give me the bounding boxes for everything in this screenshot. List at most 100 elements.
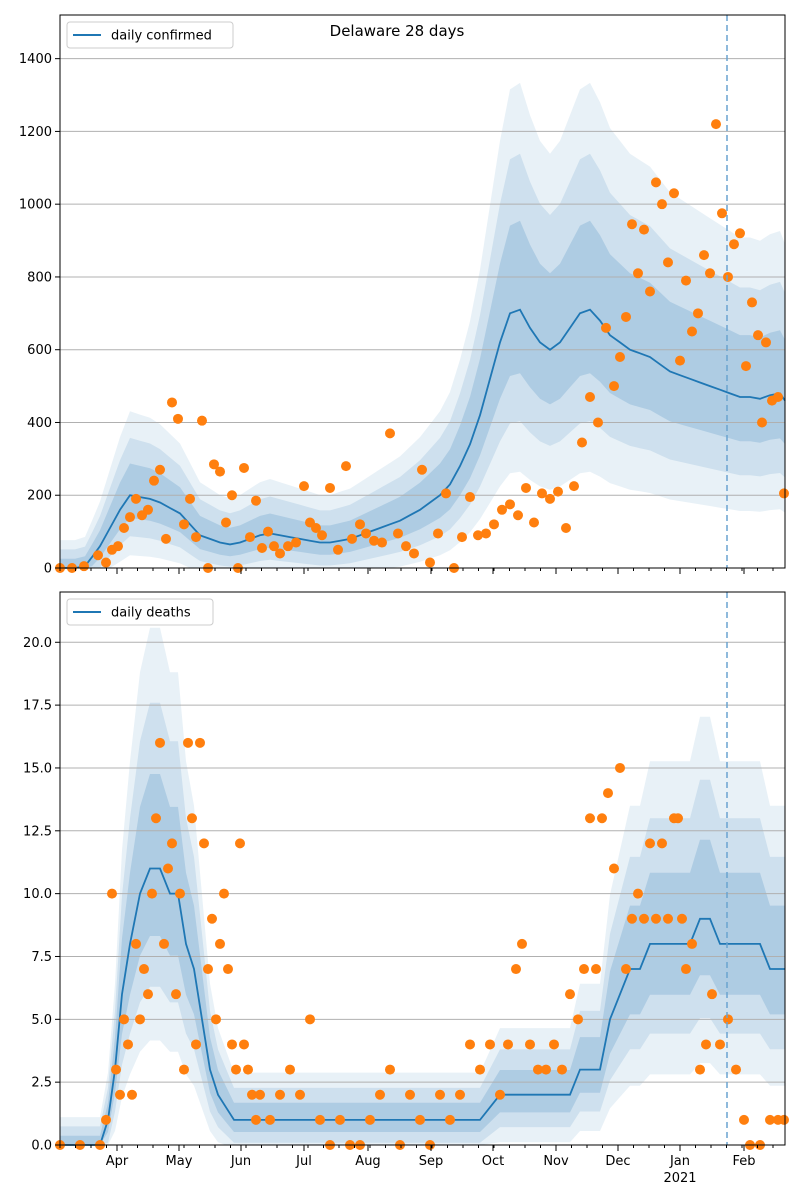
y-tick-label: 20.0: [23, 636, 52, 651]
observed-point: [425, 557, 435, 568]
observed-point: [663, 257, 673, 268]
x-tick-label: Jan: [669, 1154, 690, 1169]
observed-point: [663, 913, 673, 924]
observed-point: [677, 913, 687, 924]
observed-point: [335, 1114, 345, 1125]
observed-point: [645, 286, 655, 297]
observed-point: [135, 1014, 145, 1025]
observed-point: [155, 737, 165, 748]
observed-point: [251, 1114, 261, 1125]
observed-point: [299, 481, 309, 492]
y-tick-label: 200: [27, 489, 52, 504]
observed-point: [215, 466, 225, 477]
observed-point: [557, 1064, 567, 1075]
observed-point: [275, 1089, 285, 1100]
deaths-observed-points: [55, 737, 789, 1150]
deaths-y-axis: 0.0 2.5 5.0 7.5 10.0 12.5 15.0 17.5 20.0: [23, 636, 60, 1154]
observed-point: [221, 517, 231, 528]
x-tick-label: Apr: [106, 1154, 129, 1169]
observed-point: [115, 1089, 125, 1100]
observed-point: [627, 913, 637, 924]
observed-point: [717, 208, 727, 219]
observed-point: [445, 1114, 455, 1125]
observed-point: [235, 838, 245, 849]
observed-point: [723, 1014, 733, 1025]
chart-title: Delaware 28 days: [330, 22, 465, 40]
observed-point: [525, 1039, 535, 1050]
observed-point: [79, 561, 89, 572]
observed-point: [101, 557, 111, 568]
observed-point: [227, 1039, 237, 1050]
observed-point: [275, 548, 285, 559]
observed-point: [747, 297, 757, 308]
observed-point: [175, 888, 185, 899]
observed-point: [375, 1089, 385, 1100]
observed-point: [147, 888, 157, 899]
y-tick-label: 10.0: [23, 887, 52, 902]
uncertainty-band: [60, 153, 785, 568]
y-tick-label: 400: [27, 416, 52, 431]
trend-line: [60, 867, 785, 1146]
y-tick-label: 7.5: [31, 950, 52, 965]
observed-point: [385, 428, 395, 439]
confirmed-legend-label: daily confirmed: [111, 29, 212, 44]
observed-point: [579, 964, 589, 975]
observed-point: [687, 938, 697, 949]
observed-point: [673, 813, 683, 824]
observed-point: [735, 228, 745, 239]
observed-point: [155, 464, 165, 475]
observed-point: [245, 532, 255, 543]
observed-point: [405, 1089, 415, 1100]
x-tick-label: Aug: [355, 1154, 380, 1169]
observed-point: [393, 528, 403, 539]
observed-point: [633, 888, 643, 899]
observed-point: [497, 504, 507, 515]
x-tick-label: May: [166, 1154, 193, 1169]
x-tick-label: Sep: [419, 1154, 444, 1169]
observed-point: [593, 417, 603, 428]
observed-point: [569, 481, 579, 492]
observed-point: [347, 533, 357, 544]
observed-point: [143, 504, 153, 515]
observed-point: [723, 271, 733, 282]
observed-point: [173, 413, 183, 424]
observed-point: [475, 1064, 485, 1075]
observed-point: [191, 1039, 201, 1050]
observed-point: [107, 888, 117, 899]
observed-point: [131, 938, 141, 949]
observed-point: [269, 541, 279, 552]
observed-point: [521, 482, 531, 493]
observed-point: [361, 528, 371, 539]
observed-point: [113, 541, 123, 552]
confirmed-trend-line: [60, 308, 786, 569]
observed-point: [163, 863, 173, 874]
observed-point: [779, 488, 789, 499]
observed-point: [185, 493, 195, 504]
observed-point: [687, 326, 697, 337]
observed-point: [753, 330, 763, 341]
confirmed-plot-frame: [59, 14, 786, 569]
deaths-legend-box: [66, 598, 214, 626]
observed-point: [545, 493, 555, 504]
observed-point: [311, 522, 321, 533]
observed-point: [257, 542, 267, 553]
observed-point: [255, 1089, 265, 1100]
y-tick-label: 800: [27, 270, 52, 285]
observed-point: [681, 964, 691, 975]
observed-point: [739, 1114, 749, 1125]
y-tick-label: 5.0: [31, 1013, 52, 1028]
observed-point: [585, 392, 595, 403]
observed-point: [729, 239, 739, 250]
observed-point: [621, 311, 631, 322]
observed-point: [693, 308, 703, 319]
observed-point: [179, 1064, 189, 1075]
observed-point: [171, 989, 181, 1000]
observed-point: [207, 913, 217, 924]
observed-point: [101, 1114, 111, 1125]
observed-point: [561, 522, 571, 533]
observed-point: [699, 250, 709, 261]
observed-point: [123, 1039, 133, 1050]
observed-point: [597, 813, 607, 824]
x-tick-label: Feb: [732, 1154, 755, 1169]
